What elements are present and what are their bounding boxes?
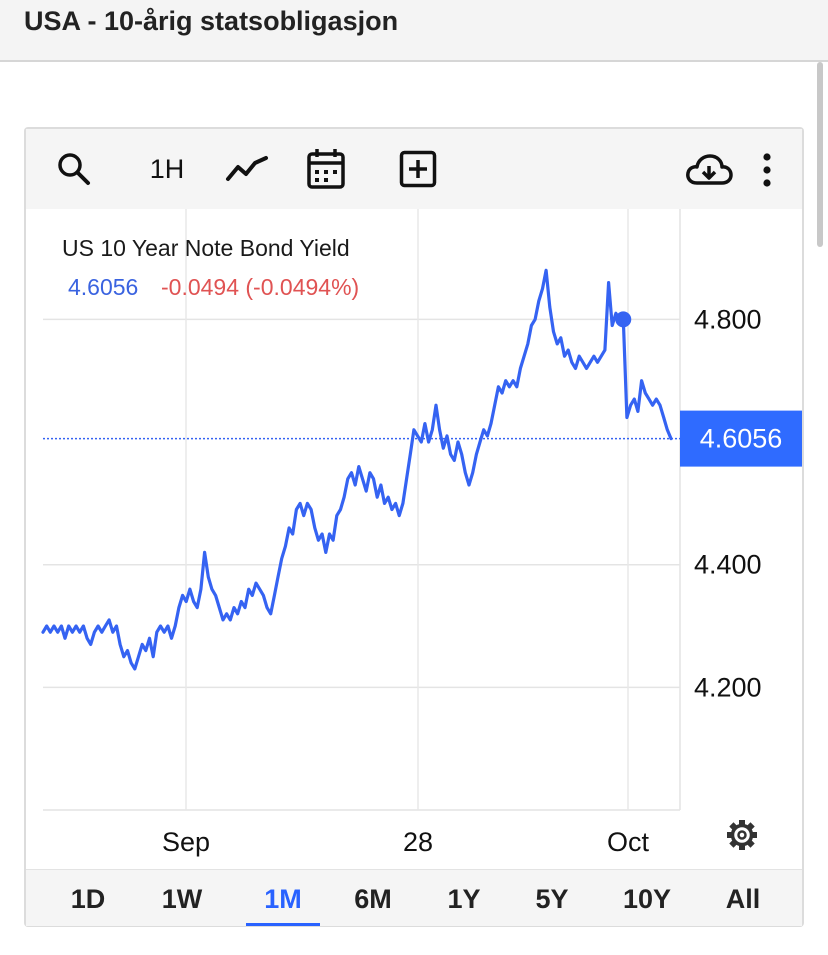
chart-toolbar: 1H [26,129,802,209]
search-icon[interactable] [52,147,96,191]
series-line [41,268,673,671]
header-bar: USA - 10-årig statsobligasjon [0,0,828,62]
more-vertical-icon[interactable] [754,149,780,191]
timeframe-10y[interactable]: 10Y [622,884,672,914]
active-timeframe-indicator [246,923,320,926]
interval-button[interactable]: 1H [149,153,185,184]
timeframe-1w[interactable]: 1W [161,884,203,914]
y-tick-label: 4.400 [694,550,762,580]
timeframe-all[interactable]: All [725,884,761,914]
legend-symbol: US 10 Year Note Bond Yield [62,235,350,261]
plus-square-icon[interactable] [396,147,440,191]
x-tick-label: Sep [162,827,210,857]
legend-change: -0.0494 (-0.0494%) [161,274,359,300]
series-marker [615,311,632,328]
timeframe-1d[interactable]: 1D [70,884,106,914]
yield-chart[interactable]: 4.200 4.400 4.800 Sep 28 Oct 4.6056 US 10 Year … [26,209,802,869]
legend-last-value: 4.6056 [68,274,138,300]
page-scrollbar[interactable] [817,62,823,247]
line-chart-icon[interactable] [224,147,270,191]
last-value-label: 4.6056 [700,424,783,454]
y-tick-label: 4.200 [694,672,762,702]
x-tick-label: Oct [607,827,650,857]
x-tick-label: 28 [403,827,433,857]
timeframe-bar: 1D 1W 1M 6M 1Y 5Y 10Y All [26,869,802,926]
timeframe-5y[interactable]: 5Y [535,884,569,914]
cloud-download-icon[interactable] [684,149,734,191]
timeframe-6m[interactable]: 6M [354,884,392,914]
last-value-badge [680,410,802,467]
chart-area[interactable]: 4.200 4.400 4.800 Sep 28 Oct 4.6056 US 10 Year … [26,209,802,869]
y-tick-label: 4.800 [694,304,762,334]
timeframe-1y[interactable]: 1Y [447,884,481,914]
page-title: USA - 10-årig statsobligasjon [24,6,399,36]
chart-widget: 1H 4.200 4.400 4.800 Sep 28 Oct 4.6056 US 10 Ye… [24,127,804,927]
calendar-icon[interactable] [304,145,348,193]
timeframe-1m[interactable]: 1M [264,884,302,914]
gear-icon[interactable] [727,820,757,850]
